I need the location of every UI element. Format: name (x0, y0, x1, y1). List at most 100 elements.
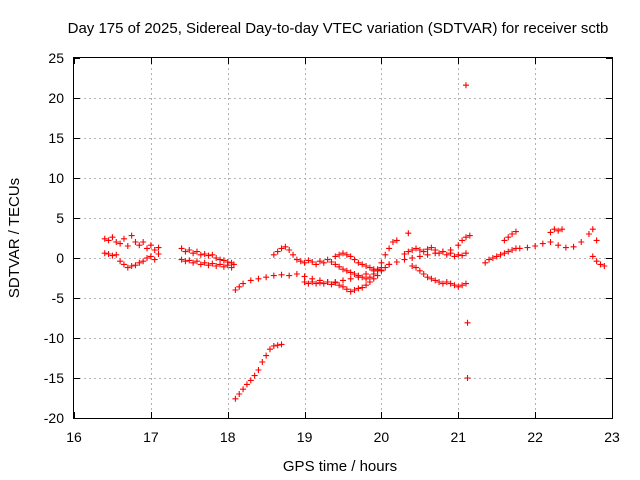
data-point (313, 261, 320, 268)
data-point (266, 346, 273, 353)
data-point (512, 228, 519, 235)
y-tick-label: 5 (56, 210, 64, 226)
data-point (420, 248, 427, 255)
data-point (459, 282, 466, 289)
data-point (124, 264, 131, 271)
data-point (570, 243, 577, 250)
series-arc-n (547, 226, 566, 236)
y-tick-label: -5 (52, 290, 65, 306)
data-point (128, 232, 135, 239)
data-point (547, 229, 554, 236)
data-point (366, 279, 373, 285)
data-point (101, 235, 108, 242)
data-point (459, 252, 466, 259)
data-point (559, 226, 566, 233)
data-point (332, 253, 339, 260)
data-point (509, 247, 516, 253)
data-point (309, 279, 316, 285)
data-point (482, 259, 489, 266)
data-point (562, 244, 569, 251)
data-point (409, 263, 416, 269)
data-point (447, 280, 454, 287)
data-point (301, 279, 308, 285)
data-point (328, 259, 335, 265)
data-point (378, 267, 385, 273)
series-arc-k (409, 263, 469, 290)
data-point (228, 264, 235, 271)
y-tick-label: -10 (44, 330, 64, 346)
data-point (205, 252, 212, 259)
data-point (286, 247, 293, 253)
data-point (230, 261, 237, 268)
data-point (109, 252, 116, 259)
data-point (155, 251, 162, 257)
data-point (113, 251, 120, 258)
data-point (209, 260, 216, 267)
x-tick-label: 23 (604, 429, 620, 445)
data-point (386, 261, 393, 268)
data-point (593, 258, 600, 265)
data-point (124, 243, 131, 249)
data-point (324, 256, 331, 263)
data-point (370, 266, 377, 273)
data-point (201, 251, 208, 257)
x-axis-label: GPS time / hours (283, 458, 397, 475)
data-point (136, 259, 143, 266)
data-point (278, 341, 285, 348)
data-point (409, 247, 416, 253)
data-point (347, 288, 354, 295)
data-point (374, 267, 381, 274)
data-point (555, 227, 562, 234)
y-tick-label: -15 (44, 370, 64, 386)
data-point (117, 240, 124, 247)
data-point (236, 283, 243, 290)
data-point (128, 263, 135, 269)
data-point (420, 271, 427, 277)
data-point (290, 251, 297, 258)
data-point (464, 319, 471, 326)
data-point (416, 247, 423, 253)
data-point (340, 283, 346, 290)
data-point (370, 275, 377, 282)
data-points (101, 82, 608, 402)
data-point (428, 244, 435, 251)
x-tick-label: 21 (450, 429, 466, 445)
data-point (466, 232, 473, 239)
data-point (343, 251, 350, 258)
data-point (120, 261, 127, 268)
data-point (516, 245, 523, 252)
data-point (347, 253, 354, 260)
data-point (220, 263, 227, 270)
series-arc-b (101, 250, 162, 271)
data-point (459, 237, 466, 244)
data-point (140, 258, 147, 265)
data-point (255, 367, 262, 373)
data-point (428, 275, 435, 282)
data-point (359, 274, 366, 281)
data-point (497, 251, 504, 258)
y-axis-label: SDTVAR / TECUs (6, 178, 23, 298)
data-point (363, 275, 370, 282)
data-point (347, 269, 354, 276)
data-point (301, 273, 308, 280)
data-point (243, 381, 250, 388)
data-point (413, 245, 420, 252)
data-point (240, 280, 247, 287)
data-point (447, 250, 454, 257)
data-point (293, 256, 300, 263)
data-point (278, 245, 285, 252)
data-point (359, 261, 366, 268)
data-point (182, 248, 189, 255)
chart-title: Day 175 of 2025, Sidereal Day-to-day VTE… (68, 20, 609, 37)
y-tick-label: 25 (48, 50, 64, 66)
data-point (263, 352, 270, 359)
data-point (597, 261, 604, 268)
data-point (539, 240, 546, 247)
data-point (386, 245, 393, 252)
data-point (366, 264, 373, 271)
series-arc-e (232, 232, 473, 293)
series-arc-h (301, 267, 385, 295)
data-point (351, 256, 358, 263)
data-point (316, 258, 323, 265)
data-point (363, 282, 370, 289)
